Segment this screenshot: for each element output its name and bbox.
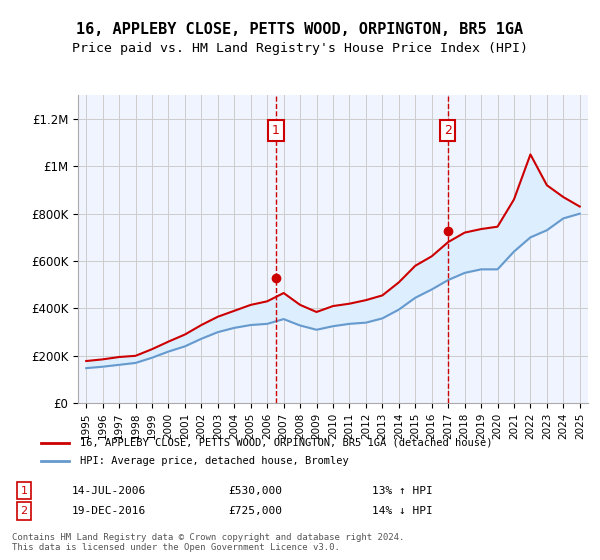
Text: 1: 1 bbox=[20, 486, 28, 496]
Text: £530,000: £530,000 bbox=[228, 486, 282, 496]
Text: 16, APPLEBY CLOSE, PETTS WOOD, ORPINGTON, BR5 1GA (detached house): 16, APPLEBY CLOSE, PETTS WOOD, ORPINGTON… bbox=[80, 438, 492, 448]
Text: 14-JUL-2006: 14-JUL-2006 bbox=[72, 486, 146, 496]
Text: 16, APPLEBY CLOSE, PETTS WOOD, ORPINGTON, BR5 1GA: 16, APPLEBY CLOSE, PETTS WOOD, ORPINGTON… bbox=[76, 22, 524, 38]
Text: Price paid vs. HM Land Registry's House Price Index (HPI): Price paid vs. HM Land Registry's House … bbox=[72, 42, 528, 55]
Text: £725,000: £725,000 bbox=[228, 506, 282, 516]
Text: 1: 1 bbox=[272, 124, 280, 137]
Text: HPI: Average price, detached house, Bromley: HPI: Average price, detached house, Brom… bbox=[80, 456, 349, 466]
Text: 13% ↑ HPI: 13% ↑ HPI bbox=[372, 486, 433, 496]
Text: 14% ↓ HPI: 14% ↓ HPI bbox=[372, 506, 433, 516]
Text: 19-DEC-2016: 19-DEC-2016 bbox=[72, 506, 146, 516]
Text: Contains HM Land Registry data © Crown copyright and database right 2024.
This d: Contains HM Land Registry data © Crown c… bbox=[12, 533, 404, 552]
Text: 2: 2 bbox=[444, 124, 452, 137]
Text: 2: 2 bbox=[20, 506, 28, 516]
